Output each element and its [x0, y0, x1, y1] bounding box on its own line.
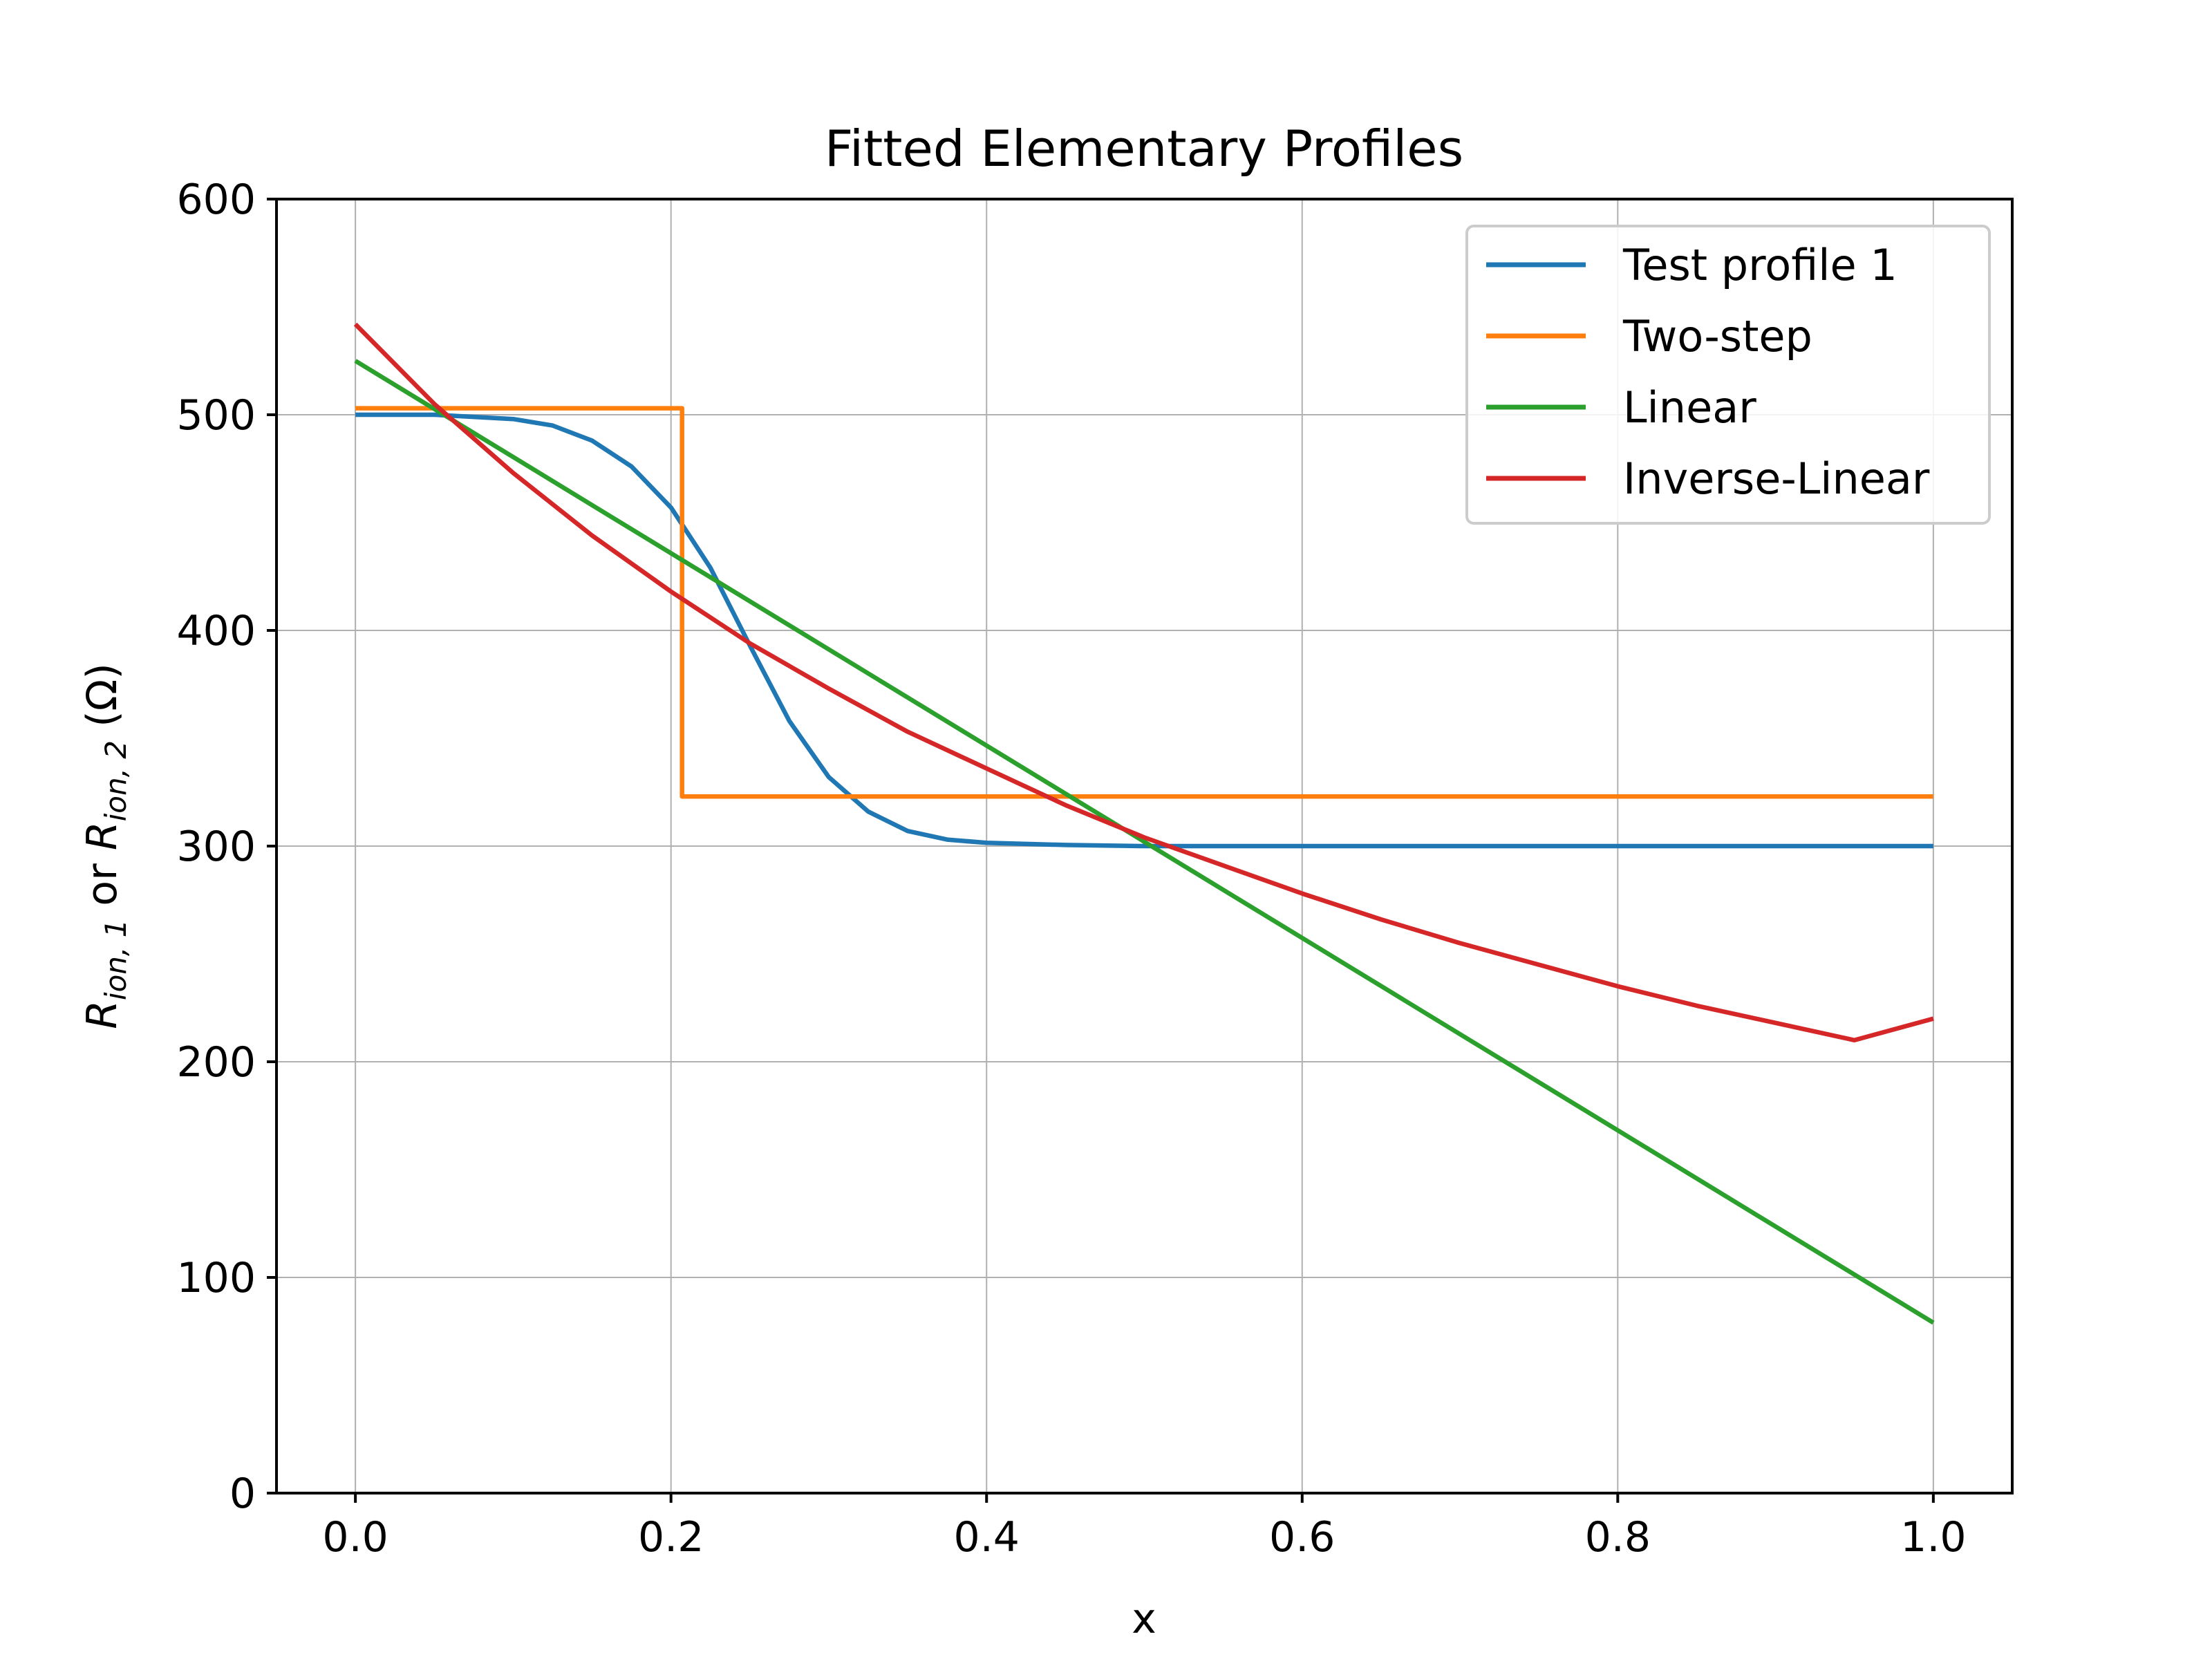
legend-label-inverse-linear: Inverse-Linear	[1623, 453, 1930, 504]
legend-label-test-profile-1: Test profile 1	[1622, 240, 1897, 290]
y-tick-label: 0	[229, 1470, 256, 1518]
legend: Test profile 1 Two-step Linear Inverse-Line…	[1465, 225, 1991, 525]
chart-title: Fitted Elementary Profiles	[825, 120, 1463, 178]
series-layer	[353, 322, 1935, 1325]
legend-label-linear: Linear	[1623, 382, 1756, 433]
y-axis-label: Rion, 1 or Rion, 2 (Ω)	[78, 663, 133, 1029]
y-tick-label: 500	[176, 391, 256, 440]
x-tick-label: 0.0	[322, 1513, 388, 1562]
x-tick-label: 0.6	[1269, 1513, 1335, 1562]
y-tick-label: 300	[176, 823, 256, 871]
x-axis-label: x	[1132, 1595, 1156, 1643]
legend-box	[1465, 225, 1991, 525]
legend-label-two-step: Two-step	[1622, 311, 1812, 362]
series-line-inverse-linear	[353, 322, 1934, 1043]
x-tick-label: 0.2	[638, 1513, 704, 1562]
y-tick-label: 200	[176, 1038, 256, 1087]
x-tick-label: 0.8	[1585, 1513, 1651, 1562]
series-line-two-step	[355, 406, 1933, 799]
ticks: 0.0 0.2 0.4 0.6 0.8 1.0 0 100 200 300 400 500 600	[176, 176, 1966, 1562]
y-tick-label: 600	[176, 176, 256, 224]
y-tick-label: 100	[176, 1254, 256, 1302]
y-tick-label: 400	[176, 607, 256, 655]
series-line-linear	[354, 359, 1935, 1325]
x-tick-label: 0.4	[954, 1513, 1020, 1562]
x-tick-label: 1.0	[1900, 1513, 1966, 1562]
